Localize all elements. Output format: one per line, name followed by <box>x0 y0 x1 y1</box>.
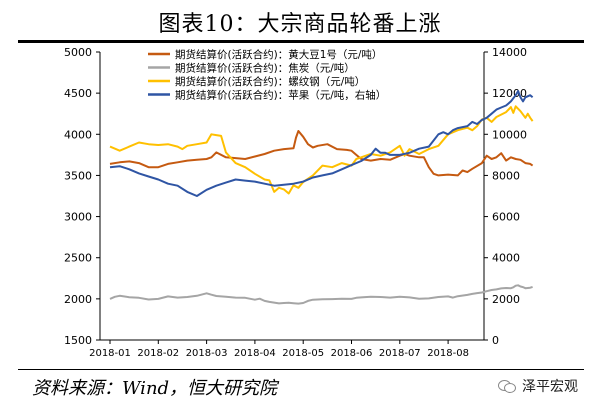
x-tick-label: 2018-03 <box>186 348 228 359</box>
x-tick-label: 2018-01 <box>89 348 131 359</box>
left-tick-label: 2500 <box>64 252 92 265</box>
x-tick-label: 2018-07 <box>379 348 421 359</box>
series-line-3 <box>109 90 534 197</box>
right-tick-label: 4000 <box>492 252 520 265</box>
wechat-icon <box>498 379 516 393</box>
legend-label-3: 期货结算价(活跃合约)：苹果（元/吨，右轴） <box>175 89 386 102</box>
right-tick-label: 8000 <box>492 169 520 182</box>
legend-label-1: 期货结算价(活跃合约)：焦炭（元/吨） <box>175 62 355 75</box>
series-line-1 <box>109 284 533 305</box>
x-tick-label: 2018-05 <box>282 348 324 359</box>
legend-label-2: 期货结算价(活跃合约)：螺纹钢（元/吨） <box>175 75 365 88</box>
x-tick-label: 2018-02 <box>137 348 179 359</box>
left-tick-label: 3000 <box>64 211 92 224</box>
commodity-price-chart: 1500 2000 2500 3000 3500 4000 4500 5000 0 2000 400… <box>64 46 534 359</box>
left-tick-label: 4000 <box>64 128 92 141</box>
x-tick-label: 2018-06 <box>331 348 373 359</box>
title-rule <box>18 40 584 43</box>
source-note: 资料来源：Wind，恒大研究院 <box>32 378 278 399</box>
right-tick-label: 0 <box>492 334 499 347</box>
x-tick-label: 2018-04 <box>234 348 276 359</box>
watermark-text: 泽平宏观 <box>522 379 578 395</box>
right-tick-label: 2000 <box>492 293 520 306</box>
right-tick-label: 10000 <box>492 128 527 141</box>
left-tick-label: 4500 <box>64 87 92 100</box>
right-tick-label: 14000 <box>492 46 527 59</box>
watermark: 泽平宏观 <box>498 376 578 396</box>
legend-label-0: 期货结算价(活跃合约)：黄大豆1号（元/吨） <box>175 48 382 61</box>
footer-rule <box>18 369 584 370</box>
left-tick-label: 2000 <box>64 293 92 306</box>
series-line-2 <box>109 105 534 195</box>
left-tick-label: 5000 <box>64 46 92 59</box>
left-tick-label: 1500 <box>64 334 92 347</box>
right-tick-label: 6000 <box>492 211 520 224</box>
x-tick-label: 2018-08 <box>427 348 469 359</box>
left-tick-label: 3500 <box>64 169 92 182</box>
chart-title: 图表10：大宗商品轮番上涨 <box>158 12 442 37</box>
series-line-0 <box>109 130 534 177</box>
